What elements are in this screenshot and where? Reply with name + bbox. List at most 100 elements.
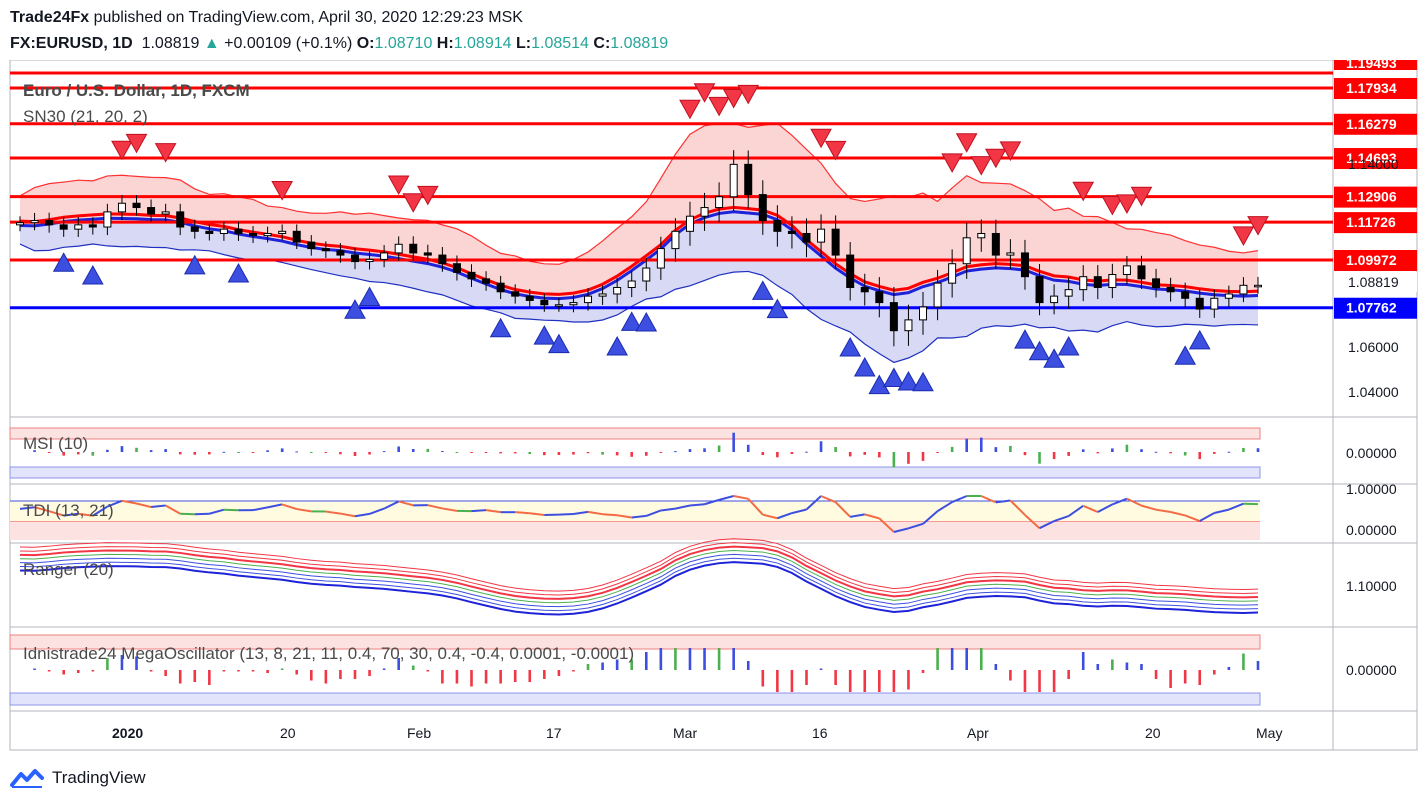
candle-body: [962, 237, 971, 265]
msi-bar: [193, 452, 197, 455]
sell-signal-marker: [1072, 181, 1095, 202]
mega-bar: [193, 670, 197, 682]
msi-bar: [382, 451, 386, 453]
msi-bar: [251, 452, 255, 453]
level-price-tag: [1334, 148, 1417, 170]
tdi-segment: [908, 522, 924, 530]
tdi-tick: 1.00000: [1346, 481, 1397, 497]
mega-bar: [790, 670, 794, 692]
msi-bar: [979, 437, 983, 452]
mega-bar: [1009, 670, 1012, 681]
buy-signal-marker: [897, 370, 920, 391]
mega-bar: [761, 670, 765, 687]
msi-upper-zone: [9, 427, 1261, 440]
msi-bar: [470, 452, 473, 453]
buy-signal-marker: [358, 286, 381, 307]
tdi-segment: [107, 499, 123, 508]
tdi-segment: [281, 503, 298, 511]
tdi-segment: [850, 513, 865, 518]
tdi-segment: [427, 504, 443, 510]
price-scale[interactable]: 1.19493 1.17934 1.16279 1.14693 1.12906 1.11…: [1334, 60, 1417, 678]
candle-body: [584, 295, 593, 304]
footer-brand[interactable]: TradingView: [10, 768, 146, 788]
mega-bar: [630, 659, 634, 670]
mega-bar: [368, 670, 371, 676]
tdi-segment: [1024, 514, 1041, 529]
candle-body: [88, 224, 97, 228]
tdi-segment: [1170, 511, 1186, 517]
tdi-segment: [631, 514, 647, 519]
mega-bar: [470, 670, 473, 687]
candle-body: [889, 302, 898, 332]
mega-bar: [863, 670, 867, 692]
msi-bar: [62, 452, 65, 456]
mega-bar: [164, 670, 167, 676]
msi-bar: [878, 452, 881, 458]
buy-signal-marker: [548, 333, 570, 354]
tdi-lower-band: [10, 522, 1260, 540]
buy-signal-marker: [533, 325, 556, 345]
msi-bar: [1154, 451, 1158, 453]
candle-body: [292, 230, 301, 243]
level-price-tag: [1334, 212, 1417, 234]
lower-band-fill: [20, 210, 1258, 363]
tdi-segment: [136, 502, 152, 509]
sell-signal-marker: [271, 181, 294, 201]
sell-signal-marker: [125, 133, 148, 154]
sell-signal-marker: [1130, 186, 1153, 207]
candle-body: [249, 232, 258, 237]
tdi-segment: [834, 501, 851, 518]
msi-bar: [761, 452, 765, 455]
tdi-segment: [354, 512, 370, 518]
tdi-segment: [78, 512, 93, 517]
mega-bar: [324, 670, 328, 684]
buy-signal-marker: [489, 317, 512, 338]
tdi-segment: [937, 501, 953, 512]
candle-body: [787, 230, 796, 234]
mega-bar: [353, 670, 357, 679]
candle-body: [773, 220, 782, 232]
candle-series: [16, 150, 1262, 347]
tdi-segment: [296, 508, 312, 513]
chart-area[interactable]: Euro / U.S. Dollar, 1D, FXCM SN30 (21, 2…: [0, 60, 1427, 760]
msi-bar: [1183, 452, 1187, 456]
buy-signal-marker: [81, 265, 104, 285]
ranger-lines: [19, 538, 1259, 616]
buy-signal-marker: [766, 298, 789, 319]
candle-body: [1108, 274, 1117, 288]
mega-bar: [601, 662, 604, 670]
candle-body: [365, 258, 374, 263]
mega-tick: 0.00000: [1346, 662, 1397, 678]
mega-bar: [149, 670, 153, 672]
msi-bar: [1038, 452, 1041, 464]
sell-signal-marker: [955, 133, 978, 153]
time-axis[interactable]: 2020 20 Feb 17 Mar 16 Apr 20 May: [112, 725, 1282, 741]
tdi-segment: [267, 503, 283, 509]
tdi-segment: [19, 506, 35, 510]
msi-bar: [1256, 448, 1260, 452]
mega-bar: [33, 668, 36, 670]
tdi-segment: [223, 508, 239, 512]
candle-body: [671, 230, 680, 250]
tdi-segment: [34, 506, 50, 513]
buy-signal-marker: [883, 367, 905, 387]
tdi-segment: [820, 495, 837, 504]
publisher-name[interactable]: Trade24Fx: [10, 9, 90, 26]
candle-body: [1195, 297, 1204, 310]
tdi-segment: [922, 510, 939, 525]
sn30-bands: [19, 122, 1259, 364]
candle-body: [1166, 286, 1175, 293]
msi-bar: [411, 449, 415, 452]
time-tick: 2020: [112, 725, 143, 741]
tdi-segment: [121, 499, 137, 505]
signal-markers: [52, 83, 1269, 395]
lower-band-line: [19, 243, 1259, 364]
candle-body: [147, 207, 156, 215]
msi-bar: [994, 447, 998, 452]
tdi-segment: [805, 495, 822, 511]
high-label: H:: [436, 35, 454, 52]
tdi-segment: [878, 517, 895, 533]
tdi-segment: [398, 500, 414, 507]
level-price-text: 1.17934: [1346, 80, 1397, 96]
candle-body: [1137, 265, 1146, 280]
